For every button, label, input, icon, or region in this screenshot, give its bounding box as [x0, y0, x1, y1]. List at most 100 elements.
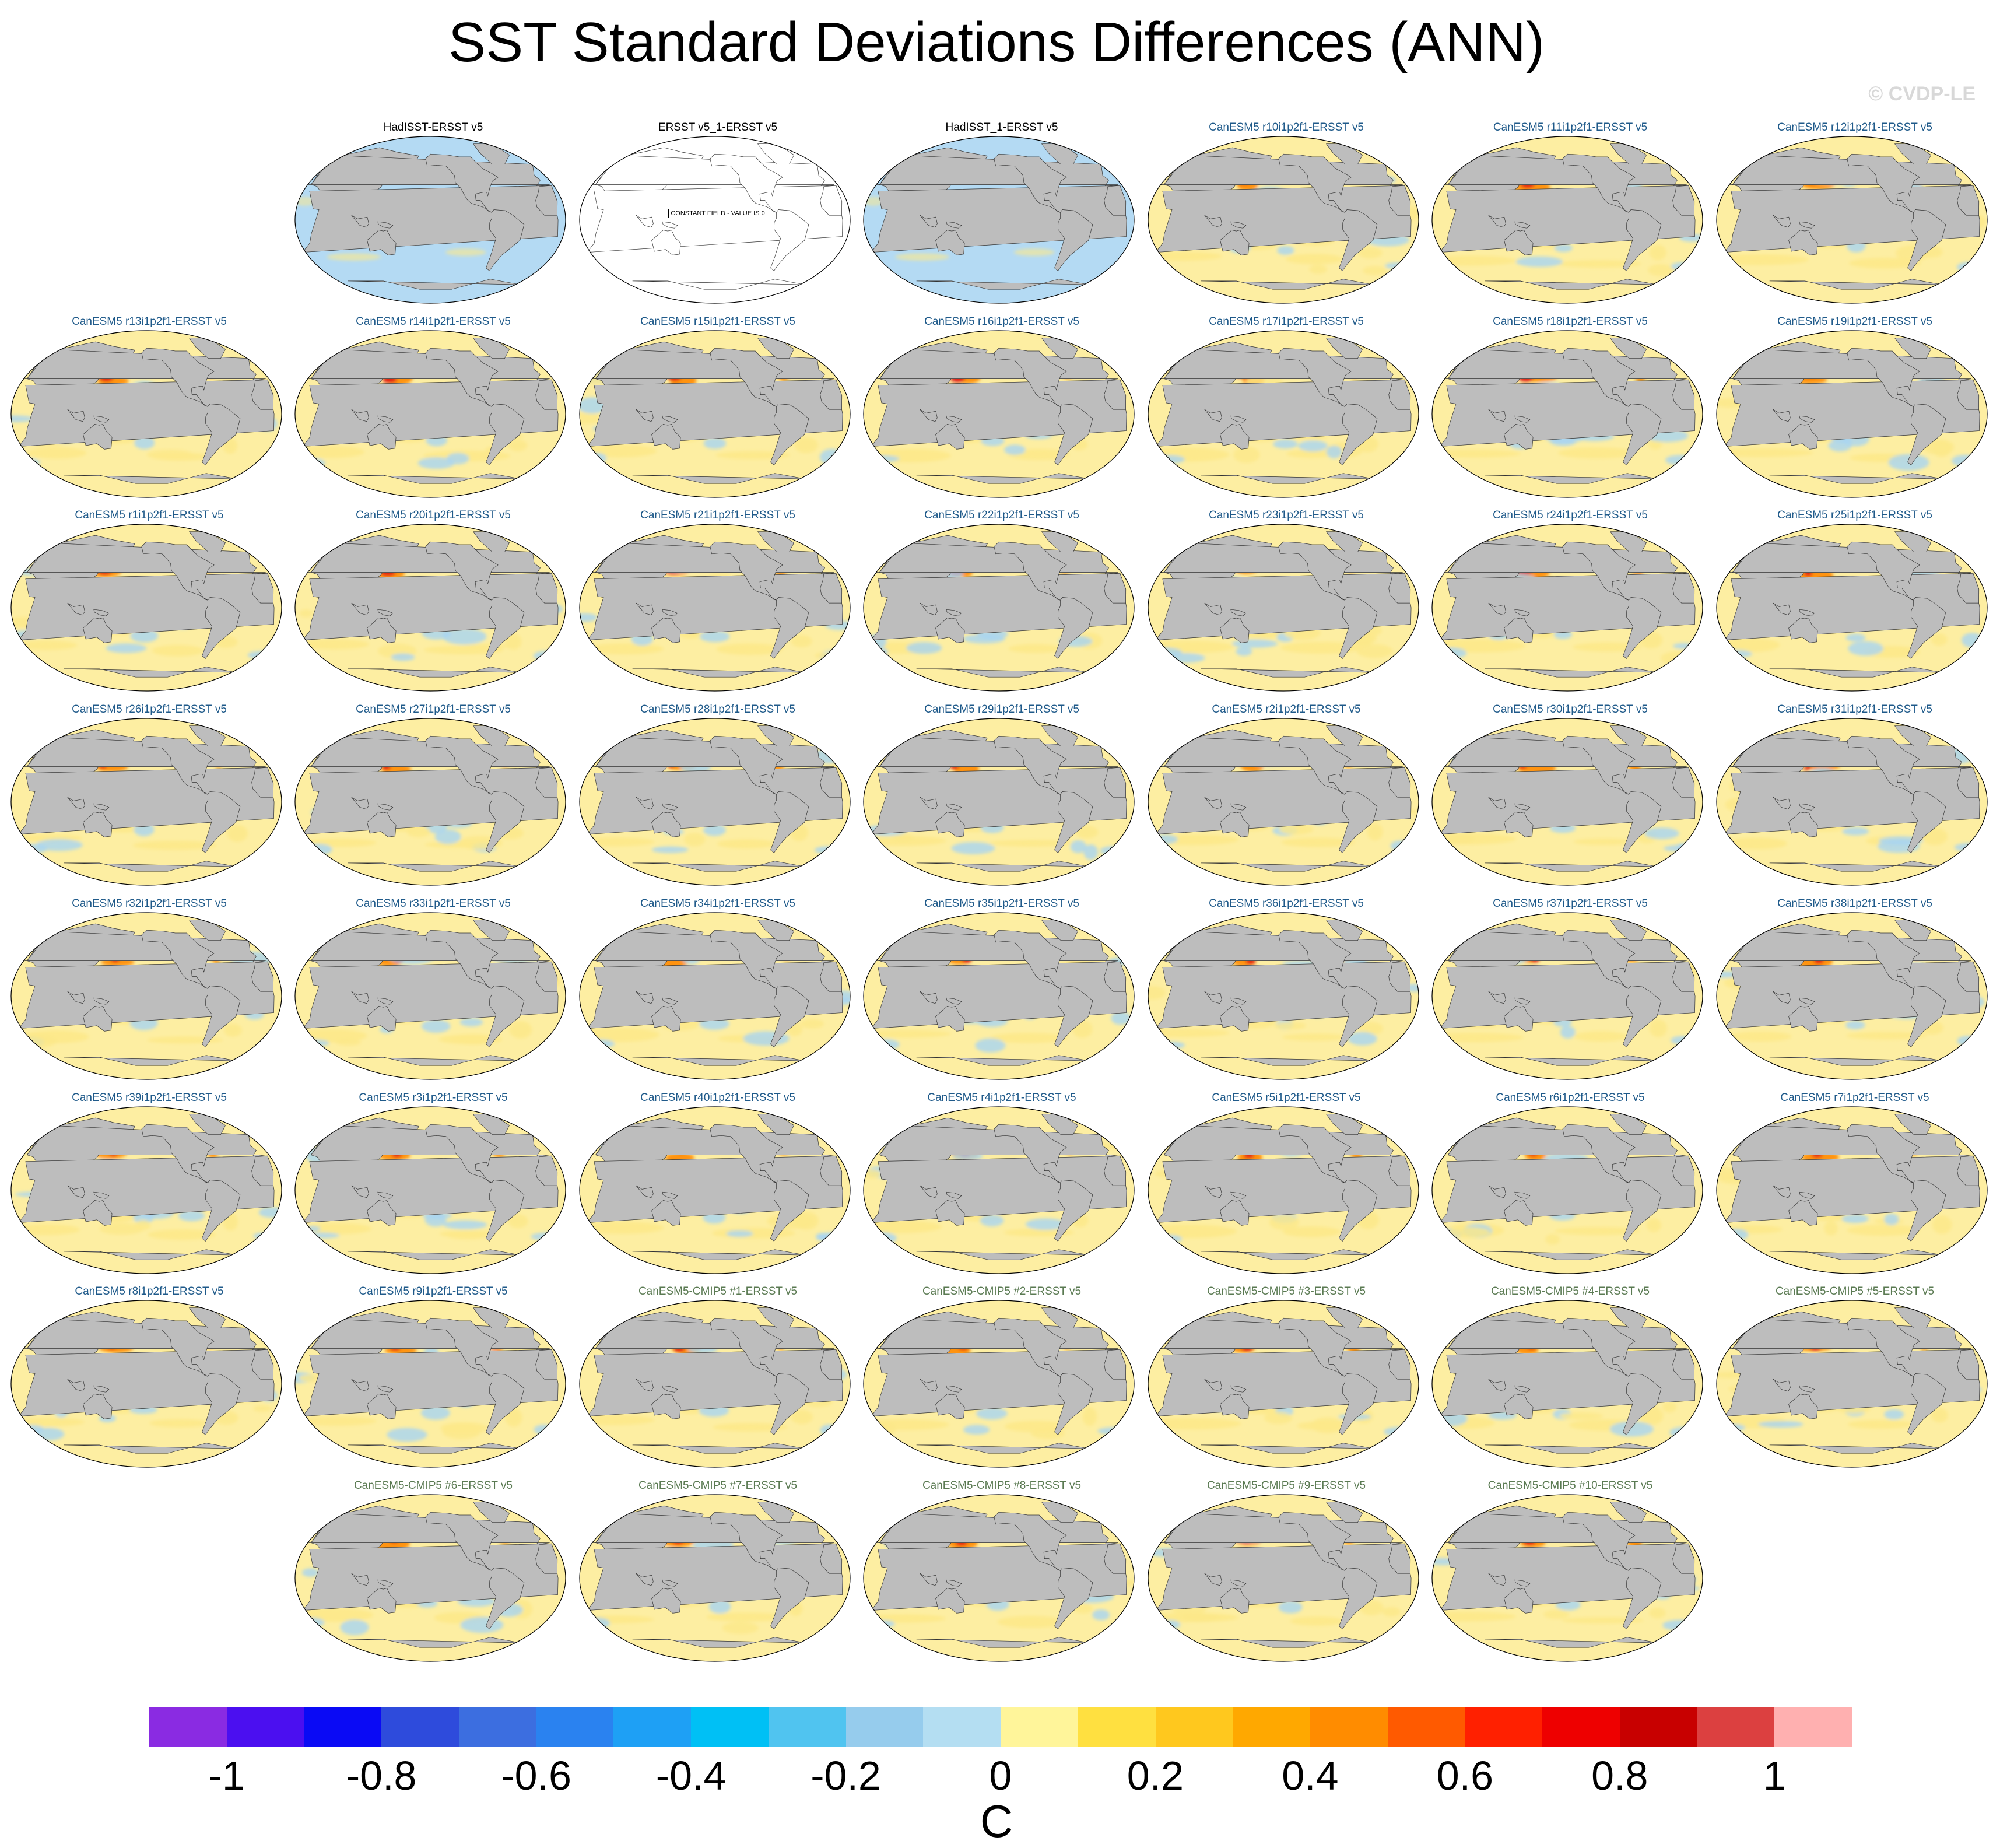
world-map	[1148, 136, 1419, 304]
anomaly-blob	[443, 1220, 487, 1229]
anomaly-blob	[580, 1028, 659, 1042]
map-border	[1431, 136, 1703, 304]
map-border	[294, 136, 566, 304]
anomaly-blob	[895, 253, 950, 261]
anomaly-blob	[253, 1232, 273, 1239]
land-indonesia-b	[93, 997, 110, 1005]
map-panel: CanESM5-CMIP5 #6-ERSST v5	[293, 1479, 573, 1672]
anomaly-blob	[1558, 447, 1636, 459]
map-border	[10, 330, 282, 498]
map-panel: CanESM5 r28i1p2f1-ERSST v5	[578, 703, 858, 896]
panel-title: CanESM5 r38i1p2f1-ERSST v5	[1777, 897, 1932, 910]
land-africa-west	[1388, 1543, 1411, 1574]
world-map	[294, 912, 566, 1080]
land-indonesia-a	[1773, 991, 1791, 1004]
anomaly-blob	[1164, 653, 1205, 663]
map-panel: CanESM5-CMIP5 #1-ERSST v5	[578, 1285, 858, 1478]
land-australia	[1220, 1006, 1250, 1032]
land-indonesia-b	[1799, 609, 1815, 616]
panel-title: CanESM5-CMIP5 #6-ERSST v5	[353, 1479, 513, 1492]
world-map	[294, 136, 566, 304]
world-map	[294, 1300, 566, 1468]
land-south-america	[1054, 1568, 1093, 1629]
land-indonesia-a	[1773, 797, 1791, 810]
map-panel: CanESM5-CMIP5 #3-ERSST v5	[1146, 1285, 1426, 1478]
map-panel: CanESM5 r20i1p2f1-ERSST v5	[293, 509, 573, 702]
land-south-america	[1054, 986, 1093, 1047]
colorbar-swatch	[1774, 1707, 1852, 1747]
land-australia	[1504, 230, 1534, 255]
anomaly-blob	[1286, 254, 1343, 265]
land-indonesia-b	[1799, 803, 1815, 811]
land-indonesia-b	[377, 1579, 394, 1587]
world-map	[579, 1494, 851, 1662]
map-border	[294, 330, 566, 498]
anomaly-blob	[305, 1232, 340, 1239]
map-border	[1148, 330, 1419, 498]
land-australia	[1220, 230, 1250, 255]
anomaly-blob	[509, 1021, 532, 1039]
anomaly-blob	[531, 1232, 565, 1241]
land-africa-west	[1672, 379, 1695, 410]
figure-title: SST Standard Deviations Differences (ANN…	[448, 11, 1545, 73]
anomaly-blob	[508, 439, 528, 451]
anomaly-blob	[1384, 1426, 1416, 1437]
land-indonesia-a	[351, 1379, 369, 1392]
anomaly-blob	[417, 457, 455, 469]
land-south-america	[1623, 791, 1662, 853]
panel-title: ERSST v5_1-ERSST v5	[658, 121, 778, 134]
land-indonesia-a	[920, 409, 938, 422]
anomaly-blob	[442, 628, 487, 645]
panel-title: CanESM5-CMIP5 #1-ERSST v5	[638, 1285, 798, 1298]
anomaly-blob	[462, 643, 510, 650]
anomaly-blob	[963, 1425, 990, 1435]
land-indonesia-b	[1230, 997, 1247, 1005]
constant-field-note: CONSTANT FIELD - VALUE IS 0	[578, 208, 858, 218]
anomaly-blob	[1662, 1619, 1697, 1631]
land-africa-west	[251, 767, 274, 798]
map-panel: CanESM5-CMIP5 #5-ERSST v5	[1715, 1285, 1993, 1478]
anomaly-blob	[1082, 1407, 1097, 1426]
anomaly-blob	[1309, 264, 1328, 274]
map-panel: CanESM5 r27i1p2f1-ERSST v5	[293, 703, 573, 896]
anomaly-blob	[1070, 840, 1087, 853]
anomaly-blob	[1153, 1235, 1183, 1243]
panel-title: CanESM5 r7i1p2f1-ERSST v5	[1780, 1092, 1929, 1104]
land-south-america	[1907, 404, 1946, 465]
map-border	[1716, 912, 1988, 1080]
map-panel: CanESM5 r38i1p2f1-ERSST v5	[1715, 897, 1993, 1090]
land-south-america	[770, 1568, 809, 1629]
land-indonesia-b	[946, 415, 962, 423]
anomaly-blob	[1281, 837, 1355, 847]
anomaly-blob	[1026, 1218, 1066, 1230]
colorbar-swatch	[691, 1707, 769, 1747]
anomaly-blob	[1572, 642, 1642, 652]
map-border	[863, 136, 1135, 304]
anomaly-blob	[1758, 1421, 1803, 1428]
map-border	[1148, 912, 1419, 1080]
land-north-america	[1278, 348, 1352, 407]
anomaly-blob	[134, 436, 155, 450]
colorbar-tick-label: -0.8	[346, 1753, 417, 1798]
world-map	[10, 524, 282, 692]
panel-title: CanESM5-CMIP5 #5-ERSST v5	[1775, 1285, 1935, 1298]
land-africa-west	[251, 961, 274, 992]
anomaly-blob	[700, 630, 730, 643]
map-panel: CanESM5 r17i1p2f1-ERSST v5	[1146, 315, 1426, 508]
panel-title: CanESM5 r9i1p2f1-ERSST v5	[359, 1285, 508, 1298]
world-map	[1716, 718, 1988, 886]
land-indonesia-a	[1204, 215, 1222, 228]
land-australia	[83, 812, 113, 837]
anomaly-blob	[152, 645, 204, 657]
anomaly-blob	[726, 1230, 753, 1237]
land-north-america	[1562, 541, 1636, 601]
map-border	[1716, 330, 1988, 498]
anomaly-blob	[32, 1428, 65, 1441]
anomaly-blob	[1004, 444, 1026, 455]
panel-title: CanESM5 r39i1p2f1-ERSST v5	[72, 1092, 227, 1104]
land-indonesia-b	[662, 221, 678, 229]
land-indonesia-b	[1230, 1385, 1247, 1393]
land-north-america	[1562, 153, 1636, 213]
land-africa-west	[820, 185, 843, 216]
map-panel: CanESM5 r11i1p2f1-ERSST v5	[1430, 121, 1710, 314]
